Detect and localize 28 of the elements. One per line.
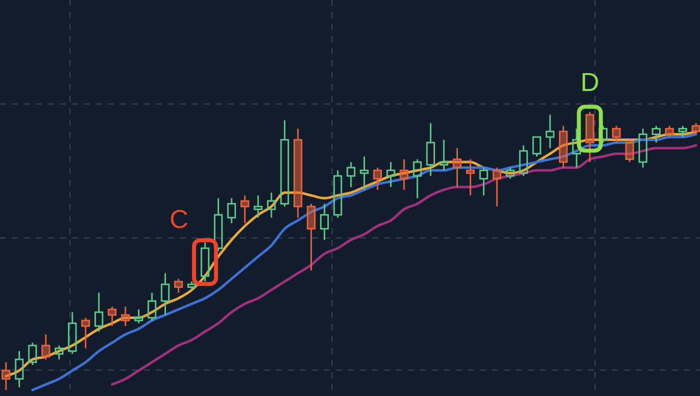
candlestick: [439, 139, 448, 172]
candlestick: [373, 166, 382, 191]
candlestick: [492, 166, 502, 208]
candlestick: [2, 361, 10, 391]
candlestick: [81, 316, 90, 350]
candlestick: [546, 114, 554, 149]
candlestick: [558, 125, 568, 168]
candlestick: [240, 194, 250, 224]
text: D: [580, 66, 600, 97]
candlestick: [466, 158, 475, 196]
candlestick: [426, 122, 436, 177]
candlestick: [266, 192, 276, 218]
candlestick: [160, 272, 170, 316]
candlestick: [386, 161, 396, 188]
candlestick: [14, 350, 24, 388]
candlestick: [108, 306, 117, 327]
candlestick: [320, 202, 329, 241]
candlestick: [400, 158, 408, 191]
candlestick: [41, 334, 50, 360]
candlestick: [294, 128, 302, 218]
candlestick: [121, 306, 130, 327]
candlestick: [585, 111, 594, 163]
candlestick: [452, 147, 462, 188]
annotation: C: [170, 204, 188, 234]
candlestick: [306, 202, 316, 272]
candlestick: [360, 156, 369, 191]
candlestick: [346, 161, 356, 188]
candlestick: [254, 194, 263, 218]
